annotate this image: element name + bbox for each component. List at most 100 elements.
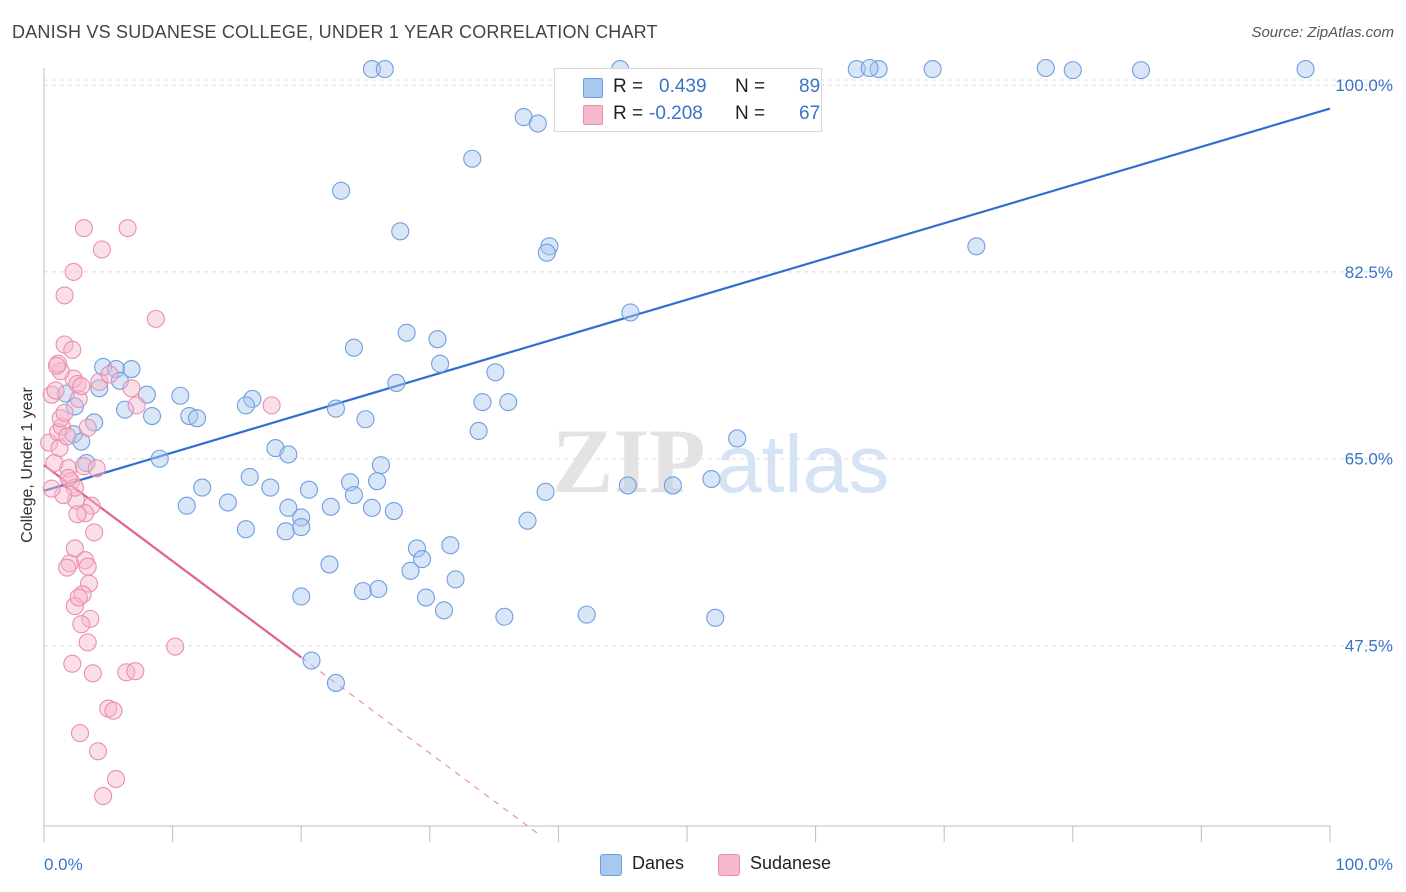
sudanese-point (64, 262, 83, 281)
sudanese-point (106, 769, 126, 789)
sudanese-point (117, 663, 136, 682)
sudanese-point (63, 340, 82, 359)
sudanese-point (58, 558, 77, 577)
legend-r-label: R = (613, 103, 644, 124)
danes-point (344, 485, 363, 505)
danes-point (446, 570, 465, 589)
danes-point (923, 60, 942, 79)
danes-point (428, 330, 447, 349)
danes-point (401, 561, 420, 580)
danes-point (702, 469, 721, 489)
y-tick-label: 65.0% (1345, 450, 1393, 469)
danes-point (320, 555, 339, 574)
danes-point (292, 518, 311, 537)
x-tick-label: 0.0% (44, 855, 83, 874)
danes-point (434, 601, 453, 620)
danes-point (177, 496, 196, 515)
danes-point (279, 445, 298, 464)
danes-swatch (583, 78, 603, 98)
sudanese-point (92, 240, 111, 259)
danes-point (387, 373, 406, 392)
sudanese-point (122, 379, 141, 398)
watermark: ZIP atlas (552, 410, 889, 512)
danes-point (397, 323, 416, 342)
danes-point (332, 181, 351, 200)
danes-point (171, 386, 190, 405)
danes-point (375, 60, 394, 79)
legend-n-label: N = (735, 103, 766, 124)
sudanese-point (46, 381, 65, 400)
danes-point (276, 522, 295, 541)
sudanese-points (40, 219, 281, 806)
sudanese-point (100, 365, 119, 384)
sudanese-point (58, 427, 77, 446)
danes-point (621, 303, 640, 322)
legend-r-value: -0.208 (649, 103, 703, 124)
danes-point (1296, 60, 1315, 79)
danes-point (528, 114, 547, 133)
sudanese-point (55, 403, 74, 422)
trend-lines (43, 107, 1331, 836)
danes-point (967, 237, 986, 256)
y-tick-label: 47.5% (1345, 637, 1393, 656)
danes-point (90, 379, 109, 398)
danes-point (193, 478, 212, 497)
sudanese-point (78, 633, 97, 652)
grid-lines (44, 79, 1394, 647)
sudanese-point (118, 219, 137, 238)
sudanese-point (42, 479, 61, 498)
danes-point (1131, 61, 1151, 80)
danes-trend-line (43, 107, 1331, 492)
danes-point (441, 536, 460, 555)
source-label: Source: ZipAtlas.com (1251, 24, 1394, 41)
danes-point (384, 502, 403, 521)
sudanese-point (146, 309, 165, 328)
sudanese-point (72, 615, 91, 634)
danes-point (847, 60, 866, 79)
axes (43, 68, 1331, 842)
chart-title: DANISH VS SUDANESE COLLEGE, UNDER 1 YEAR… (12, 22, 658, 42)
danes-point (368, 472, 387, 491)
x-tick-labels: 0.0% 100.0% (44, 855, 1393, 874)
sudanese-point (69, 588, 88, 607)
danes-point (371, 456, 390, 475)
sudanese-point (68, 505, 87, 524)
danes-point (326, 673, 345, 692)
danes-point (122, 360, 141, 379)
legend-r-value: 0.439 (659, 76, 707, 97)
sudanese-trend-line (43, 464, 302, 659)
sudanese-point (127, 396, 146, 415)
danes-point (1036, 58, 1055, 78)
danes-point (869, 60, 888, 79)
sudanese-point (104, 701, 123, 720)
danes-swatch (600, 854, 622, 876)
sudanese-point (88, 742, 108, 761)
danes-point (344, 338, 363, 357)
y-tick-label: 82.5% (1345, 263, 1393, 282)
y-tick-label: 100.0% (1335, 76, 1393, 95)
legend-n-value: 89 (799, 76, 821, 97)
sudanese-point (72, 377, 91, 396)
legend-r-label: R = (613, 76, 644, 97)
danes-point (860, 58, 879, 78)
stats-legend: R = 0.439 N = 89 R = -0.208 N = 67 (554, 68, 822, 132)
danes-point (495, 607, 514, 626)
danes-point (77, 453, 96, 473)
danes-point (499, 393, 518, 412)
danes-point (577, 605, 596, 624)
danes-point (469, 421, 488, 441)
sudanese-point (78, 557, 97, 576)
sudanese-point (55, 286, 74, 305)
sudanese-point (87, 459, 106, 478)
danes-point (518, 511, 537, 530)
sudanese-point (83, 664, 102, 683)
danes-point (618, 476, 637, 495)
sudanese-swatch (583, 105, 603, 125)
sudanese-point (79, 574, 99, 593)
danes-point (353, 582, 372, 601)
danes-point (187, 409, 207, 428)
danes-point (431, 354, 450, 373)
sudanese-point (54, 485, 73, 505)
x-tick-label: 100.0% (1335, 855, 1393, 874)
